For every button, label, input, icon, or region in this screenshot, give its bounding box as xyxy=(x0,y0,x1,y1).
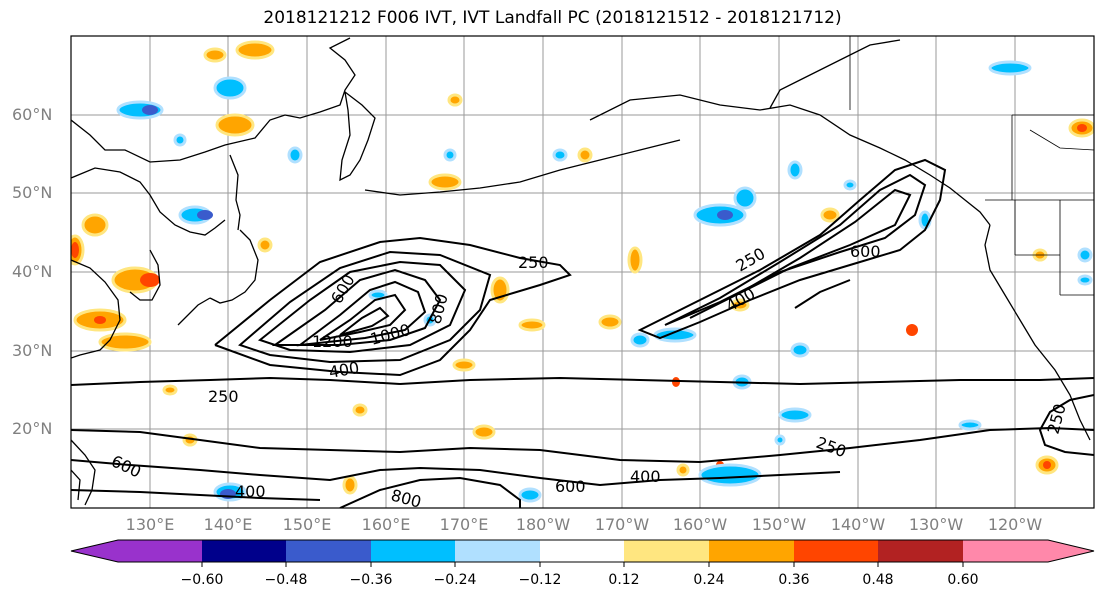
colorbar-segment xyxy=(371,540,455,562)
lon-label: 150°E xyxy=(282,515,332,534)
colorbar-outline xyxy=(70,539,1095,563)
lat-label: 50°N xyxy=(12,183,53,202)
colorbar-tick-label: −0.60 xyxy=(180,572,224,588)
contour-label: 400 xyxy=(235,482,266,501)
colorbar-tick-label: −0.12 xyxy=(518,572,562,588)
colorbar-tick-label: 0.12 xyxy=(608,572,640,588)
lon-label: 130°W xyxy=(908,515,964,534)
lon-label: 130°E xyxy=(125,515,175,534)
lon-label: 180°W xyxy=(515,515,571,534)
pc-shading xyxy=(71,40,1094,503)
coastlines xyxy=(71,37,1091,506)
colorbar-segment xyxy=(540,540,624,562)
colorbar-tick-label: −0.48 xyxy=(264,572,308,588)
colorbar-tick-label: −0.24 xyxy=(433,572,477,588)
colorbar-segment xyxy=(878,540,963,562)
colorbar-segment xyxy=(286,540,371,562)
map-title: 2018121212 F006 IVT, IVT Landfall PC (20… xyxy=(263,8,842,28)
colorbar-tick-label: −0.36 xyxy=(349,572,393,588)
colorbar-tick-label: 0.48 xyxy=(862,572,894,588)
contour-label: 250 xyxy=(518,253,549,272)
colorbar-tick-label: 0.36 xyxy=(778,572,810,588)
contour-label: 600 xyxy=(850,242,881,261)
colorbar-tick-label: 0.24 xyxy=(693,572,725,588)
contour-label: 250 xyxy=(208,387,239,406)
lat-label: 60°N xyxy=(12,105,53,124)
map-frame xyxy=(70,35,1095,509)
ivt-contours xyxy=(71,158,1094,508)
contour-label: 800 xyxy=(389,486,423,512)
lon-label: 170°E xyxy=(439,515,489,534)
lon-label: 140°W xyxy=(830,515,886,534)
colorbar-segment xyxy=(709,540,794,562)
colorbar-extend-left xyxy=(71,540,202,562)
lon-label: 120°W xyxy=(987,515,1043,534)
lat-label: 40°N xyxy=(12,262,53,281)
lon-label: 160°W xyxy=(672,515,728,534)
lat-label: 30°N xyxy=(12,341,53,360)
contour-label: 600 xyxy=(555,477,586,496)
contour-label: 1200 xyxy=(312,332,353,351)
lon-label: 140°E xyxy=(203,515,253,534)
colorbar-segment xyxy=(794,540,878,562)
colorbar-tick-label: 0.60 xyxy=(947,572,979,588)
colorbar xyxy=(70,539,1095,567)
contour-label: 400 xyxy=(630,467,661,486)
colorbar-segment xyxy=(202,540,286,562)
lon-label: 160°E xyxy=(361,515,411,534)
lon-label: 150°W xyxy=(751,515,807,534)
lon-label: 170°W xyxy=(594,515,650,534)
colorbar-segment xyxy=(624,540,709,562)
lat-label: 20°N xyxy=(12,419,53,438)
colorbar-segment xyxy=(455,540,540,562)
colorbar-extend-right xyxy=(963,540,1094,562)
borders xyxy=(849,36,1094,296)
